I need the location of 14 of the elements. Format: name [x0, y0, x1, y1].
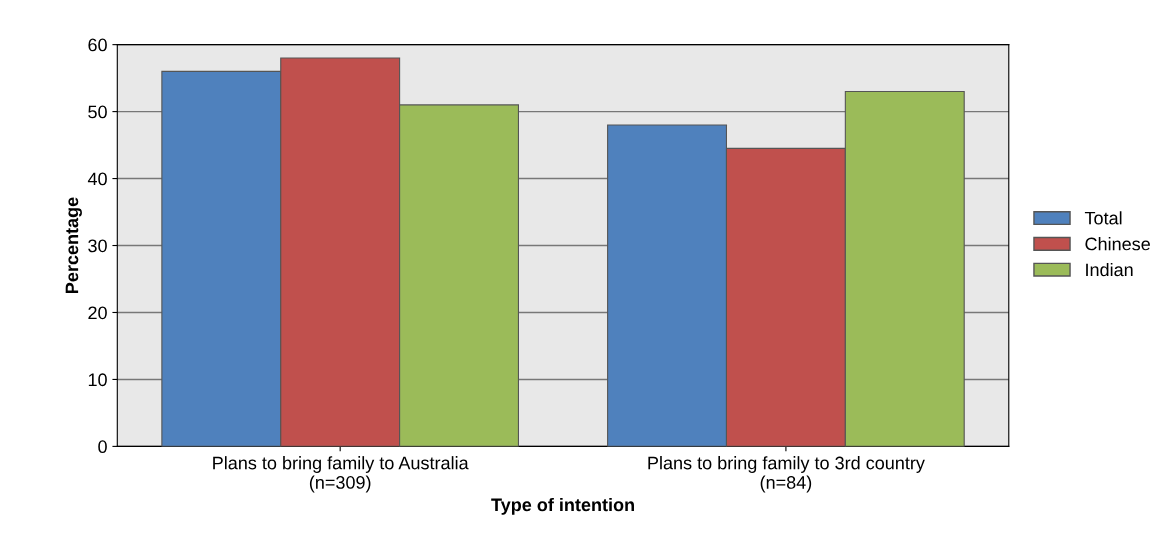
- y-tick-label: 0: [98, 440, 107, 454]
- x-tick-label: Plans to bring family to 3rd country (n=84): [648, 456, 925, 493]
- y-tick-label: 40: [87, 172, 107, 186]
- y-tick-label: 10: [88, 373, 107, 387]
- y-tick-label: 30: [88, 239, 107, 253]
- x-axis-title: Type of intention: [491, 497, 634, 515]
- y-axis-title: Percentage: [65, 197, 82, 293]
- x-tick-label: Plans to bring family to Australia (n=309): [213, 456, 469, 493]
- y-tick-label: 20: [88, 306, 107, 320]
- y-tick-label: 60: [88, 38, 107, 52]
- legend-label: Chinese: [1085, 237, 1150, 251]
- legend-label: Total: [1084, 211, 1122, 225]
- y-tick-label: 50: [88, 105, 107, 119]
- legend-label: Indian: [1086, 262, 1133, 277]
